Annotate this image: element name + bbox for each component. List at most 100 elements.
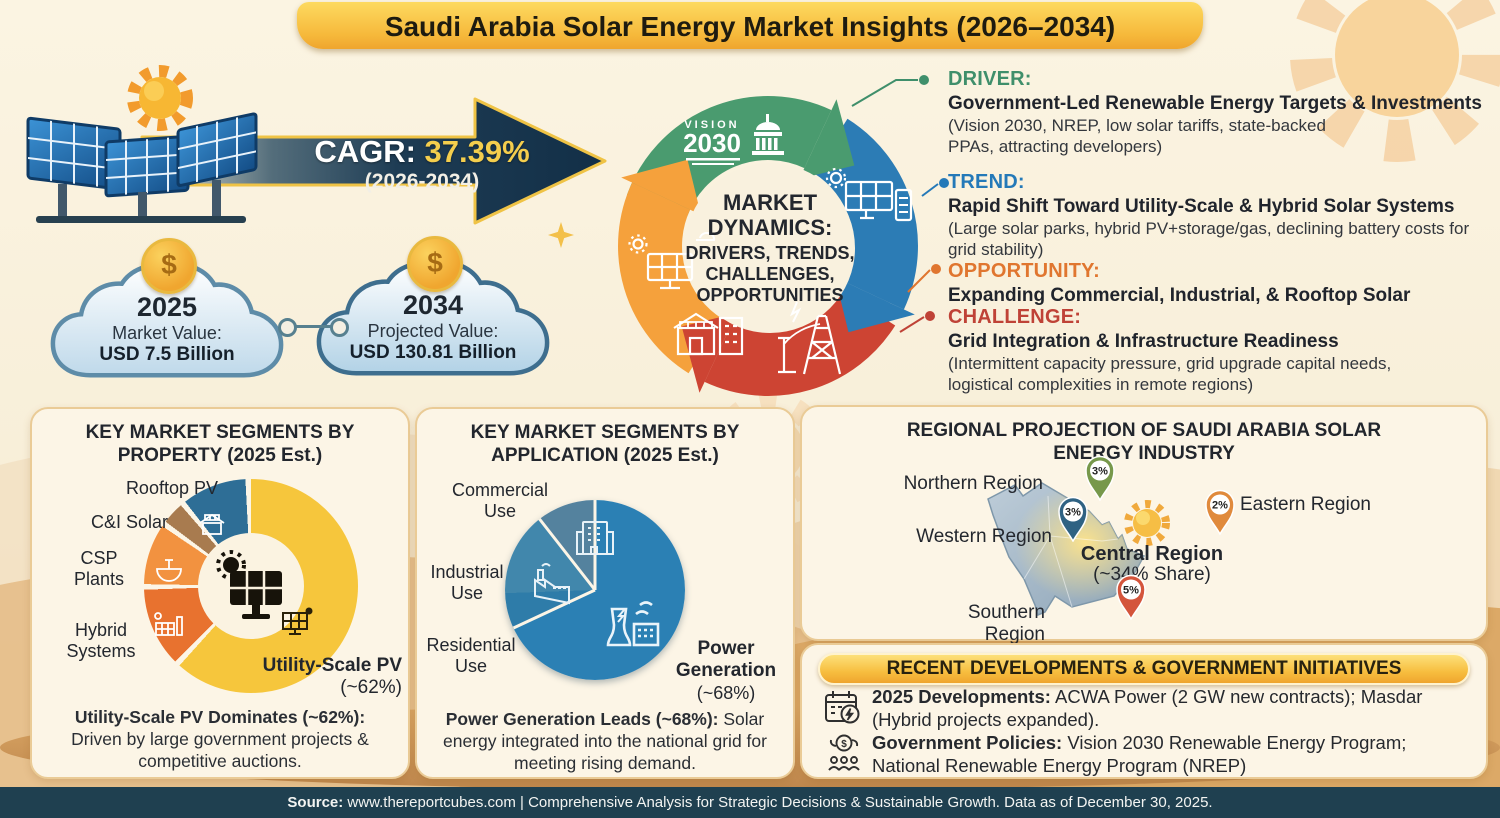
pin-share-eastern: 2% bbox=[1212, 500, 1228, 512]
solar-house-icon bbox=[673, 312, 744, 356]
driver-title: Government-Led Renewable Energy Targets … bbox=[948, 93, 1482, 114]
solar-panel-sun-icon bbox=[216, 550, 282, 619]
donut-label-csp-plants: CSP Plants bbox=[73, 548, 125, 589]
cloud-label: Projected Value: bbox=[367, 321, 499, 341]
challenge-title: Grid Integration & Infrastructure Readin… bbox=[948, 331, 1339, 352]
developments-banner: RECENT DEVELOPMENTS & GOVERNMENT INITIAT… bbox=[818, 653, 1470, 685]
opportunity-heading: OPPORTUNITY: bbox=[948, 260, 1101, 282]
policy-icon: $ bbox=[828, 734, 860, 771]
projected-value-cloud-2034: $ 2034 Projected Value: USD 130.81 Billi… bbox=[312, 236, 554, 380]
map-label-northern: Northern Region bbox=[903, 473, 1043, 494]
pie-label-industrial: Industrial Use bbox=[430, 562, 504, 603]
saudi-arabia-map bbox=[987, 482, 1146, 617]
map-label-central: Central Region bbox=[1080, 543, 1224, 565]
property-caption-lead: Utility-Scale PV Dominates (~62%): bbox=[74, 707, 366, 727]
market-dynamics-center-label: MARKET DYNAMICS: DRIVERS, TRENDS, CHALLE… bbox=[662, 190, 878, 306]
regional-panel-title: REGIONAL PROJECTION OF SAUDI ARABIA SOLA… bbox=[906, 420, 1382, 465]
map-label-western: Western Region bbox=[916, 526, 1052, 547]
trend-title: Rapid Shift Toward Utility-Scale & Hybri… bbox=[948, 196, 1455, 217]
transmission-tower-icon bbox=[778, 301, 842, 375]
map-pin-western: 3% bbox=[1058, 496, 1088, 542]
map-pin-southern: 5% bbox=[1116, 574, 1146, 620]
development-item-1-rest: ACWA Power (2 GW new contracts); Masdar … bbox=[872, 686, 1423, 731]
opportunity-title: Expanding Commercial, Industrial, & Roof… bbox=[948, 285, 1411, 306]
pie-label-power-generation: Power Generation bbox=[675, 638, 777, 681]
donut-label-rooftop-pv: Rooftop PV bbox=[125, 478, 218, 498]
pie-label-residential: Residential Use bbox=[426, 635, 516, 676]
donut-label-ci-solar: C&I Solar bbox=[90, 512, 168, 532]
cloud-connector-line bbox=[288, 325, 338, 328]
footer-source-text: www.thereportcubes.com | Comprehensive A… bbox=[343, 794, 1213, 811]
vision-2030-logo: VISION 2030 bbox=[683, 119, 741, 165]
capitol-icon bbox=[752, 114, 784, 155]
cloud-year: 2025 bbox=[136, 292, 198, 322]
development-item-1-lead: 2025 Developments: bbox=[872, 686, 1051, 707]
trend-block: TREND: Rapid Shift Toward Utility-Scale … bbox=[948, 171, 1493, 260]
trend-heading: TREND: bbox=[948, 171, 1025, 193]
cagr-period: (2026-2034) bbox=[364, 170, 480, 193]
solar-battery-icon bbox=[825, 167, 913, 222]
footer-source-bar: Source: www.thereportcubes.com | Compreh… bbox=[0, 787, 1500, 818]
development-item-2: Government Policies: Vision 2030 Renewab… bbox=[872, 731, 1458, 778]
utility-pv-mini-icon bbox=[282, 607, 313, 635]
pin-share-southern: 5% bbox=[1123, 585, 1139, 597]
application-caption-lead: Power Generation Leads (~68%): bbox=[445, 709, 719, 729]
map-label-southern: Southern Region bbox=[967, 602, 1045, 645]
property-panel-title: KEY MARKET SEGMENTS BY PROPERTY (2025 Es… bbox=[85, 422, 355, 467]
driver-block: DRIVER: Government-Led Renewable Energy … bbox=[948, 68, 1493, 157]
application-caption-rest: Solar energy integrated into the nationa… bbox=[443, 709, 767, 773]
pie-overlay-icons bbox=[512, 500, 660, 647]
challenge-block: CHALLENGE: Grid Integration & Infrastruc… bbox=[948, 306, 1493, 395]
challenge-heading: CHALLENGE: bbox=[948, 306, 1082, 328]
solar-farm-icon bbox=[628, 231, 716, 290]
challenge-detail: (Intermittent capacity pressure, grid up… bbox=[948, 354, 1392, 394]
application-panel-title: KEY MARKET SEGMENTS BY APPLICATION (2025… bbox=[470, 422, 740, 467]
trend-detail: (Large solar parks, hybrid PV+storage/ga… bbox=[948, 219, 1470, 259]
map-label-eastern: Eastern Region bbox=[1240, 494, 1371, 515]
pie-share-power-generation: (~68%) bbox=[696, 683, 756, 703]
csp-dish-mini-icon bbox=[156, 559, 182, 582]
vision-2030-text: 2030 bbox=[683, 128, 741, 158]
calendar-icon bbox=[825, 691, 860, 724]
cagr-arrow bbox=[140, 97, 607, 225]
utility-label: Utility-Scale PV bbox=[262, 655, 402, 676]
utility-share: (~62%) bbox=[340, 676, 402, 698]
map-pin-eastern: 2% bbox=[1205, 489, 1235, 535]
development-item-2-lead: Government Policies: bbox=[872, 732, 1063, 753]
market-value-cloud-2025: $ 2025 Market Value: USD 7.5 Billion bbox=[46, 238, 288, 382]
cloud-label: Market Value: bbox=[112, 323, 222, 343]
development-item-1: 2025 Developments: ACWA Power (2 GW new … bbox=[872, 685, 1458, 732]
sun-icon bbox=[127, 65, 193, 131]
map-pin-northern: 3% bbox=[1085, 455, 1115, 501]
dollar-coin-icon: $ bbox=[407, 236, 463, 292]
driver-heading: DRIVER: bbox=[948, 68, 1032, 90]
background-sun-icon bbox=[1290, 0, 1500, 162]
donut-label-hybrid-systems: Hybrid Systems bbox=[66, 620, 136, 661]
pin-share-western: 3% bbox=[1065, 507, 1081, 519]
hybrid-mini-icon bbox=[154, 612, 183, 636]
dynamics-title: MARKET DYNAMICS: bbox=[707, 190, 833, 241]
cloud-value: USD 130.81 Billion bbox=[349, 342, 517, 363]
property-caption-rest: Driven by large government projects & co… bbox=[71, 728, 369, 771]
footer-source-label: Source: bbox=[287, 794, 344, 811]
pin-share-northern: 3% bbox=[1092, 466, 1108, 478]
cloud-connector-dot bbox=[330, 318, 349, 337]
map-sun-icon bbox=[1124, 500, 1170, 546]
cagr-value: CAGR: 37.39% bbox=[262, 134, 582, 170]
property-caption: Utility-Scale PV Dominates (~62%): Drive… bbox=[51, 707, 389, 773]
dollar-coin-icon: $ bbox=[141, 238, 197, 294]
map-label-central-share: (~34% Share) bbox=[1093, 564, 1211, 585]
opportunity-block: OPPORTUNITY: Expanding Commercial, Indus… bbox=[948, 260, 1493, 307]
application-caption: Power Generation Leads (~68%): Solar ene… bbox=[432, 709, 778, 775]
cloud-year: 2034 bbox=[402, 290, 464, 320]
donut-label-utility-scale-pv: Utility-Scale PV (~62%) bbox=[250, 655, 402, 699]
development-item-2-rest: Vision 2030 Renewable Energy Program; Na… bbox=[872, 732, 1407, 777]
page-title: Saudi Arabia Solar Energy Market Insight… bbox=[297, 2, 1203, 49]
driver-detail: (Vision 2030, NREP, low solar tariffs, s… bbox=[948, 116, 1326, 156]
application-segments-panel: KEY MARKET SEGMENTS BY APPLICATION (2025… bbox=[415, 407, 795, 779]
market-dynamics-cycle: VISION 2030 bbox=[618, 96, 918, 396]
solar-panels-illustration bbox=[26, 112, 258, 223]
cagr-label: CAGR: bbox=[314, 134, 425, 169]
property-segments-panel: KEY MARKET SEGMENTS BY PROPERTY (2025 Es… bbox=[30, 407, 410, 779]
